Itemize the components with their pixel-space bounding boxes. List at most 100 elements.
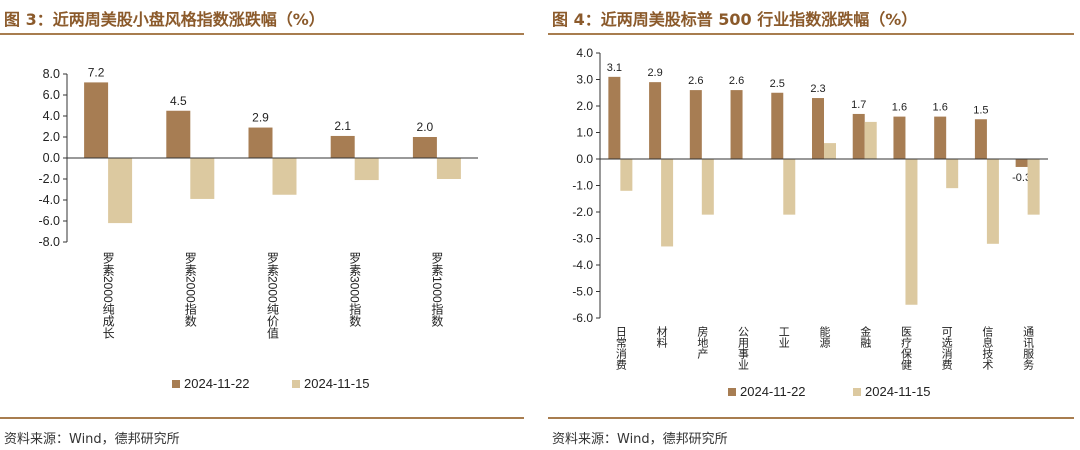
bar-2024-11-22	[84, 82, 109, 158]
data-label: 7.2	[88, 65, 105, 79]
y-tick-label: 0.0	[43, 151, 60, 165]
chart-2-svg: 4.0 3.0 2.0 1.0 0.0 -1.0 -2.0 -3.0 -4.0 -5.0 -6.0 3…	[572, 46, 1048, 399]
data-label: 2.6	[688, 75, 703, 87]
category-label: 公用事业	[737, 326, 750, 370]
data-label: 4.5	[170, 94, 187, 108]
bar-2024-11-15	[661, 159, 674, 247]
bar-2024-11-22	[689, 90, 702, 159]
category-label: 工业	[777, 326, 790, 348]
y-tick-label: 1.0	[576, 126, 593, 140]
data-label: 1.7	[851, 99, 866, 111]
y-tick-label: -6.0	[572, 311, 593, 325]
y-tick-label: -1.0	[572, 179, 593, 193]
bar-2024-11-15	[905, 159, 918, 305]
category-label: 罗素3000指数	[348, 252, 362, 328]
y-tick-label: 2.0	[43, 130, 60, 144]
data-label: -0.3	[1012, 172, 1031, 184]
bar-2024-11-22	[934, 116, 947, 159]
data-label: 2.6	[729, 75, 744, 87]
category-label: 罗素2000纯成长	[101, 252, 115, 339]
bar-2024-11-15	[190, 158, 215, 199]
legend-label: 2024-11-22	[184, 376, 250, 391]
data-label: 3.1	[607, 62, 622, 74]
source-rule	[548, 417, 1074, 419]
bar-2024-11-15	[701, 159, 714, 215]
legend-label: 2024-11-15	[304, 376, 370, 391]
y-tick-label: -4.0	[572, 258, 593, 272]
data-label: 2.3	[810, 83, 825, 95]
y-tick-label: -8.0	[38, 235, 60, 249]
title-rule	[548, 33, 1074, 35]
legend-swatch	[172, 380, 180, 388]
legend-swatch	[853, 388, 861, 396]
legend-label: 2024-11-15	[865, 384, 931, 399]
category-label: 金融	[859, 325, 872, 349]
category-label: 可选消费	[940, 326, 953, 371]
category-label: 能源	[818, 325, 831, 349]
bar-2024-11-15	[864, 121, 877, 159]
data-label: 1.6	[892, 102, 907, 114]
chart-title: 图 4：近两周美股标普 500 行业指数涨跌幅（%）	[552, 10, 918, 29]
bar-2024-11-15	[986, 159, 999, 244]
bar-2024-11-22	[330, 135, 355, 158]
data-label: 2.5	[770, 78, 785, 90]
chart-panel-2: 图 4：近两周美股标普 500 行业指数涨跌幅（%） 4.0 3.0 2.0 1.0 0…	[548, 0, 1080, 450]
y-tick-label: -5.0	[572, 285, 593, 299]
category-label: 信息技术	[981, 326, 994, 371]
bar-2024-11-22	[412, 137, 437, 158]
legend-label: 2024-11-22	[740, 384, 806, 399]
category-label: 医疗保健	[899, 326, 912, 370]
bar-2024-11-15	[783, 159, 796, 215]
chart-title: 图 3：近两周美股小盘风格指数涨跌幅（%）	[4, 10, 325, 29]
y-tick-label: -4.0	[38, 193, 60, 207]
category-label: 罗素2000指数	[183, 252, 197, 328]
category-label: 材料	[655, 325, 668, 349]
data-label: 1.5	[973, 104, 988, 116]
y-tick-label: -6.0	[38, 214, 60, 228]
y-tick-label: 4.0	[576, 46, 593, 60]
y-tick-label: -2.0	[38, 172, 60, 186]
data-label: 2.9	[252, 111, 269, 125]
data-label: 2.0	[417, 120, 434, 134]
bar-2024-11-15	[1027, 159, 1040, 215]
bar-2024-11-22	[974, 119, 987, 159]
y-tick-label: 2.0	[576, 99, 593, 113]
bar-2024-11-22	[812, 98, 824, 159]
y-tick-label: 4.0	[43, 109, 60, 123]
bar-2024-11-15	[620, 159, 633, 191]
bar-2024-11-22	[893, 116, 906, 159]
legend-swatch	[292, 380, 300, 388]
category-label: 日常消费	[614, 326, 627, 371]
bar-2024-11-15	[354, 158, 379, 181]
bar-2024-11-22	[649, 82, 662, 159]
bar-2024-11-22	[730, 90, 743, 159]
chart-panel-1: 图 3：近两周美股小盘风格指数涨跌幅（%） 8.0 6.0 4.0 2.0 0.0 -2.…	[0, 0, 530, 450]
y-tick-label: 8.0	[43, 67, 60, 81]
y-tick-label: -3.0	[572, 232, 593, 246]
category-label: 罗素2000纯价值	[266, 252, 280, 340]
category-label: 罗素1000指数	[430, 252, 444, 328]
chart-1-svg: 8.0 6.0 4.0 2.0 0.0 -2.0 -4.0 -6.0 -8.0 7.2 4.5 2.9…	[38, 65, 478, 391]
legend-swatch	[728, 388, 736, 396]
y-tick-label: 3.0	[576, 73, 593, 87]
bar-2024-11-22	[771, 92, 784, 159]
bar-2024-11-22	[608, 76, 621, 159]
data-label: 1.6	[933, 102, 948, 114]
bar-2024-11-15	[436, 158, 461, 179]
bar-2024-11-15	[272, 158, 297, 195]
source-note: 资料来源：Wind，德邦研究所	[4, 432, 180, 447]
bar-2024-11-15	[824, 143, 836, 159]
source-rule	[0, 417, 524, 419]
category-label: 房地产	[696, 326, 709, 360]
data-label: 2.1	[334, 119, 351, 133]
y-tick-label: 6.0	[43, 88, 60, 102]
y-tick-label: -2.0	[572, 205, 593, 219]
bar-2024-11-22	[166, 110, 191, 158]
bar-2024-11-15	[108, 158, 133, 224]
title-rule	[0, 33, 524, 35]
category-label: 通讯服务	[1022, 326, 1035, 370]
y-tick-label: 0.0	[576, 152, 593, 166]
bar-2024-11-22	[852, 113, 865, 159]
source-note: 资料来源：Wind，德邦研究所	[552, 432, 728, 447]
bar-2024-11-22	[1015, 159, 1028, 167]
